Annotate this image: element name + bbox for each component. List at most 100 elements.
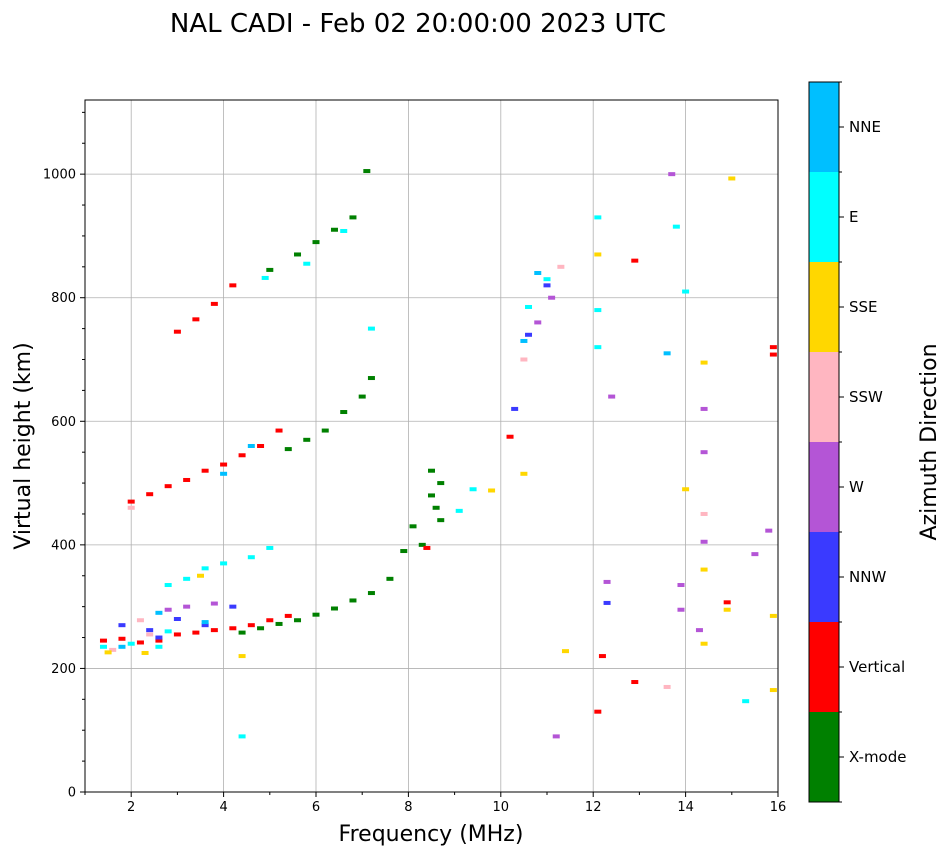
point-vertical-24 bbox=[423, 545, 431, 550]
point-vertical-13 bbox=[164, 484, 172, 489]
point-ssw-4 bbox=[520, 357, 528, 362]
point-x-mode-27 bbox=[349, 215, 357, 220]
x-tick-label-7: 16 bbox=[770, 800, 787, 815]
point-e-10 bbox=[238, 734, 246, 739]
point-w-7 bbox=[700, 450, 708, 455]
point-w-11 bbox=[677, 607, 685, 612]
point-e-14 bbox=[367, 326, 375, 331]
y-axis-label: Virtual height (km) bbox=[11, 342, 36, 549]
point-w-15 bbox=[608, 394, 616, 399]
point-nnw-9 bbox=[543, 283, 551, 288]
y-axis-ticks: 0 200 400 600 800 1000 bbox=[43, 111, 85, 801]
point-vertical-15 bbox=[201, 468, 209, 473]
chart-title: NAL CADI - Feb 02 20:00:00 2023 UTC bbox=[170, 9, 666, 39]
point-w-2 bbox=[210, 601, 218, 606]
point-w-9 bbox=[695, 628, 703, 633]
point-sse-1 bbox=[141, 650, 149, 655]
point-nne-7 bbox=[520, 338, 528, 343]
point-vertical-2 bbox=[136, 640, 144, 645]
point-sse-11 bbox=[700, 641, 708, 646]
point-w-13 bbox=[765, 528, 773, 533]
y-tick-label-2: 400 bbox=[51, 538, 76, 553]
point-nnw-7 bbox=[511, 406, 519, 411]
point-vertical-26 bbox=[769, 345, 777, 350]
point-vertical-10 bbox=[284, 613, 292, 618]
point-x-mode-17 bbox=[284, 447, 292, 452]
point-vertical-6 bbox=[210, 628, 218, 633]
point-x-mode-10 bbox=[409, 524, 417, 529]
point-w-12 bbox=[751, 552, 759, 557]
y-tick-label-5: 1000 bbox=[43, 168, 76, 183]
point-vertical-27 bbox=[769, 352, 777, 357]
point-w-8 bbox=[700, 539, 708, 544]
point-x-mode-12 bbox=[428, 493, 435, 498]
point-w-4 bbox=[548, 295, 556, 300]
point-e-13 bbox=[340, 228, 348, 233]
point-e-7 bbox=[247, 555, 255, 560]
x-tick-label-5: 12 bbox=[585, 800, 602, 815]
point-sse-2 bbox=[197, 573, 204, 578]
point-e-20 bbox=[672, 224, 680, 229]
point-x-mode-20 bbox=[340, 410, 348, 415]
point-nne-1 bbox=[155, 610, 163, 615]
point-ssw-7 bbox=[700, 511, 708, 516]
point-x-mode-16 bbox=[437, 481, 445, 486]
point-x-mode-26 bbox=[330, 227, 338, 232]
colorbar-label-ssw: SSW bbox=[849, 388, 883, 406]
point-nnw-8 bbox=[525, 332, 533, 337]
data-points bbox=[99, 169, 777, 739]
point-vertical-30 bbox=[598, 654, 606, 659]
y-tick-label-3: 600 bbox=[51, 415, 76, 430]
point-w-16 bbox=[603, 579, 611, 584]
colorbar-label-vertical: Vertical bbox=[849, 658, 905, 676]
colorbar-swatch-nnw bbox=[809, 532, 839, 622]
point-nnw-3 bbox=[173, 617, 181, 621]
point-vertical-1 bbox=[118, 636, 126, 641]
point-e-8 bbox=[266, 545, 274, 550]
colorbar-swatch-vertical bbox=[809, 622, 839, 712]
point-nnw-5 bbox=[229, 604, 237, 609]
point-e-1 bbox=[127, 641, 135, 646]
point-nnw-4 bbox=[201, 623, 209, 628]
point-sse-7 bbox=[594, 252, 602, 257]
point-vertical-8 bbox=[247, 623, 255, 628]
point-w-3 bbox=[534, 320, 542, 325]
x-tick-label-1: 4 bbox=[219, 800, 227, 815]
x-tick-label-0: 2 bbox=[127, 800, 135, 815]
point-e-16 bbox=[543, 277, 551, 282]
colorbar-swatch-x-mode bbox=[809, 712, 839, 802]
plot-area bbox=[85, 100, 778, 792]
point-e-6 bbox=[220, 561, 228, 566]
point-ssw-6 bbox=[663, 684, 671, 689]
point-ssw-0 bbox=[109, 647, 117, 652]
point-x-mode-21 bbox=[358, 394, 366, 399]
point-ssw-2 bbox=[146, 632, 154, 637]
point-vertical-0 bbox=[99, 638, 107, 643]
point-nne-3 bbox=[247, 444, 255, 448]
point-x-mode-14 bbox=[432, 505, 440, 510]
point-sse-9 bbox=[700, 360, 708, 365]
point-nne-4 bbox=[220, 471, 228, 476]
point-sse-4 bbox=[488, 488, 496, 493]
point-x-mode-25 bbox=[312, 240, 320, 245]
point-vertical-23 bbox=[229, 283, 237, 288]
point-x-mode-3 bbox=[294, 618, 302, 623]
point-e-3 bbox=[164, 583, 172, 588]
colorbar-label-sse: SSE bbox=[849, 298, 878, 316]
point-sse-5 bbox=[520, 471, 528, 476]
point-e-18 bbox=[594, 308, 602, 313]
point-sse-14 bbox=[769, 613, 777, 618]
x-axis-label: Frequency (MHz) bbox=[339, 822, 524, 847]
point-e-15 bbox=[525, 304, 533, 309]
point-e-2 bbox=[155, 644, 163, 649]
point-x-mode-18 bbox=[303, 437, 311, 442]
point-x-mode-6 bbox=[349, 598, 357, 603]
point-e-24 bbox=[469, 487, 477, 492]
point-x-mode-28 bbox=[363, 169, 371, 174]
point-nne-5 bbox=[534, 271, 542, 275]
colorbar-label-w: W bbox=[849, 478, 864, 496]
colorbar-label-nnw: NNW bbox=[849, 568, 886, 586]
y-tick-label-0: 0 bbox=[68, 786, 76, 801]
point-vertical-17 bbox=[238, 453, 246, 458]
point-sse-8 bbox=[682, 487, 690, 492]
